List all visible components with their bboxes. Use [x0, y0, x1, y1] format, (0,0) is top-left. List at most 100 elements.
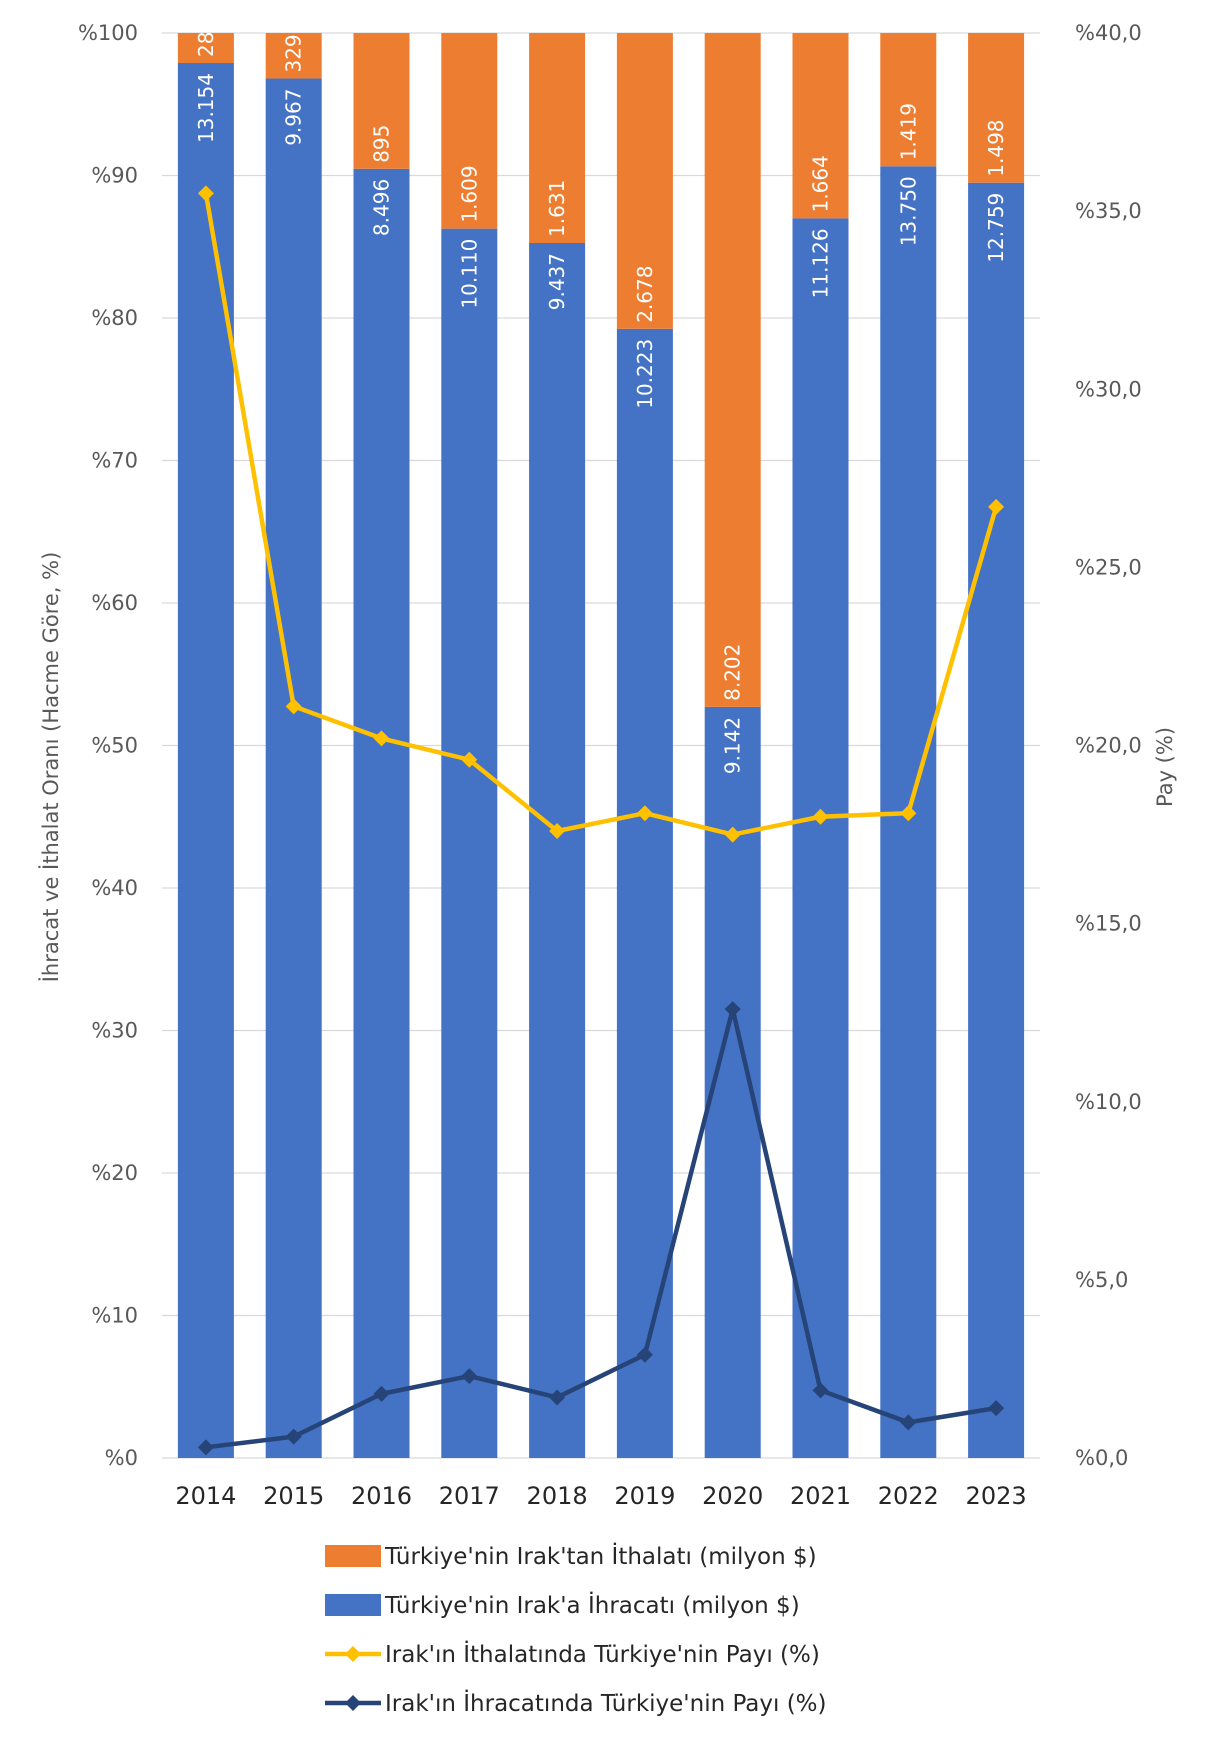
category-label: 2021 — [790, 1482, 851, 1510]
import-share-point — [812, 808, 829, 825]
export-share-point — [988, 1400, 1005, 1417]
export-share-point — [549, 1389, 566, 1406]
left-tick-label: %0 — [105, 1446, 138, 1470]
category-label: 2022 — [878, 1482, 939, 1510]
export-data-label: 8.496 — [370, 179, 394, 236]
import-share-point — [636, 805, 653, 822]
left-tick-label: %60 — [91, 591, 138, 615]
right-tick-label: %40,0 — [1075, 21, 1142, 45]
export-data-label: 10.110 — [457, 239, 481, 309]
export-data-label: 9.967 — [282, 89, 306, 146]
import-bar — [441, 33, 498, 229]
import-data-label: 1.631 — [545, 180, 569, 237]
left-tick-label: %80 — [91, 306, 138, 330]
right-axis-title: Pay (%) — [1153, 727, 1177, 807]
export-bar — [529, 242, 586, 1459]
legend: Türkiye'nin Irak'tan İthalatı (milyon $)… — [325, 1542, 827, 1717]
import-data-label: 329 — [282, 34, 306, 72]
export-data-label: 12.759 — [984, 193, 1008, 263]
import-share-line — [203, 192, 999, 837]
export-data-label: 13.750 — [896, 176, 920, 246]
left-axis-ticks: %0 %10 %20 %30 %40 %50 %60 %70 %80 %90 %100 — [78, 21, 138, 1470]
export-share-point — [197, 1439, 214, 1456]
right-tick-label: %35,0 — [1075, 199, 1142, 223]
import-share-point — [285, 698, 302, 715]
export-share-point — [461, 1368, 478, 1385]
legend-label: Türkiye'nin Irak'tan İthalatı (milyon $) — [384, 1542, 817, 1570]
import-bar — [968, 33, 1025, 183]
export-bar — [792, 218, 849, 1459]
import-data-label: 895 — [370, 125, 394, 163]
export-bar — [616, 328, 673, 1459]
right-axis-ticks: %0,0 %5,0 %10,0 %15,0 %20,0 %25,0 %30,0 %35,0 %4… — [1075, 21, 1142, 1470]
legend-marker-import-share — [345, 1646, 361, 1662]
legend-swatch-import — [325, 1545, 381, 1567]
import-share-point — [373, 730, 390, 747]
bar-data-labels: 13.154 283 9.967 329 8.496 895 10.110 1.609 9.43… — [194, 19, 1008, 774]
right-tick-label: %15,0 — [1075, 912, 1142, 936]
import-bar — [880, 33, 937, 167]
export-bar — [265, 78, 322, 1459]
right-tick-label: %30,0 — [1075, 377, 1142, 401]
category-label: 2017 — [439, 1482, 500, 1510]
left-tick-label: %90 — [91, 164, 138, 188]
import-data-label: 1.664 — [809, 155, 833, 212]
left-tick-label: %100 — [78, 21, 138, 45]
import-share-point — [197, 185, 214, 202]
export-bar — [353, 168, 410, 1458]
right-tick-label: %25,0 — [1075, 555, 1142, 579]
import-bar — [177, 33, 234, 64]
legend-swatch-export — [325, 1594, 381, 1616]
import-bar — [529, 33, 586, 243]
export-bar — [968, 182, 1025, 1459]
export-bar — [441, 228, 498, 1458]
export-share-point — [636, 1346, 653, 1363]
right-tick-label: %5,0 — [1075, 1268, 1128, 1292]
import-bar — [792, 33, 849, 219]
category-label: 2014 — [175, 1482, 236, 1510]
export-bar — [177, 63, 234, 1458]
export-share-line — [205, 1006, 997, 1450]
category-label: 2023 — [966, 1482, 1027, 1510]
left-tick-label: %70 — [91, 449, 138, 473]
bars — [177, 33, 1025, 1459]
category-label: 2016 — [351, 1482, 412, 1510]
category-label: 2020 — [702, 1482, 763, 1510]
right-tick-label: %10,0 — [1075, 1090, 1142, 1114]
left-tick-label: %40 — [91, 876, 138, 900]
export-data-label: 11.126 — [809, 228, 833, 298]
right-tick-label: %0,0 — [1075, 1446, 1128, 1470]
import-data-label: 8.202 — [721, 644, 745, 701]
import-share-point — [724, 826, 741, 843]
left-axis-title: İhracat ve İthalat Oranı (Hacme Göre, %) — [38, 552, 63, 983]
legend-label: Irak'ın İhracatında Türkiye'nin Payı (%) — [385, 1689, 827, 1717]
import-bar — [616, 33, 673, 329]
category-label: 2019 — [614, 1482, 675, 1510]
import-bar — [265, 33, 322, 79]
import-share-point — [549, 823, 566, 839]
left-tick-label: %50 — [91, 734, 138, 758]
category-axis-labels: 2014 2015 2016 2017 2018 2019 2020 2021 2022 2023 — [175, 1482, 1026, 1510]
category-label: 2018 — [527, 1482, 588, 1510]
import-data-label: 2.678 — [633, 266, 657, 323]
import-share-point — [988, 498, 1005, 515]
legend-marker-export-share — [345, 1695, 361, 1711]
legend-label: Irak'ın İthalatında Türkiye'nin Payı (%) — [385, 1640, 820, 1668]
import-share-point — [900, 805, 917, 822]
import-data-label: 1.609 — [457, 165, 481, 222]
left-tick-label: %20 — [91, 1161, 138, 1185]
export-share-point — [900, 1414, 917, 1431]
category-label: 2015 — [263, 1482, 324, 1510]
export-share-point — [373, 1385, 390, 1402]
export-share-point — [285, 1428, 302, 1445]
legend-label: Türkiye'nin Irak'a İhracatı (milyon $) — [384, 1591, 800, 1619]
import-data-label: 1.419 — [896, 103, 920, 160]
export-data-label: 10.223 — [633, 339, 657, 409]
import-data-label: 283 — [194, 19, 218, 57]
export-share-point — [812, 1382, 829, 1399]
export-data-label: 9.142 — [721, 717, 745, 774]
import-share-point — [461, 751, 478, 768]
right-tick-label: %20,0 — [1075, 734, 1142, 758]
left-tick-label: %10 — [91, 1304, 138, 1328]
